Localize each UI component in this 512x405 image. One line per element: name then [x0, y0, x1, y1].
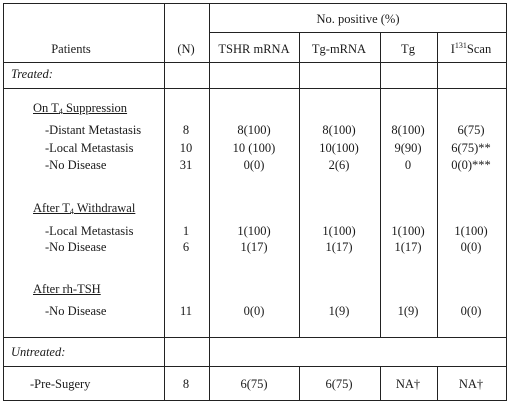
- cell-n: 1: [182, 224, 190, 238]
- section-on-t4-suppression: On T4 Suppression: [33, 101, 128, 116]
- col-rule-tgmrna: [299, 88, 300, 337]
- col-rule-n: [164, 88, 165, 401]
- section-after-rh-tsh: After rh-TSH: [33, 282, 101, 296]
- cell-tg-mrna: 10(100): [319, 141, 359, 155]
- cell-tshr: 1(100): [237, 224, 271, 238]
- results-table: [3, 3, 507, 401]
- header-rule: [3, 62, 507, 63]
- col-rule-tshr-header: [209, 3, 210, 88]
- treated-rule: [3, 88, 507, 89]
- col-header-n: (N): [177, 42, 195, 56]
- cell-tg: 9(90): [394, 141, 422, 155]
- cell-n: 31: [179, 158, 193, 172]
- row-label: -No Disease: [45, 240, 107, 254]
- cell-tshr: 10 (100): [232, 141, 276, 155]
- cell-tg: 8(100): [391, 123, 425, 137]
- cell-tg-mrna: 1(9): [328, 304, 350, 318]
- col-header-tg-mrna: Tg-mRNA: [311, 42, 367, 56]
- section-treated: Treated:: [11, 67, 53, 81]
- col-rule-tgmrna-bottom: [299, 366, 300, 401]
- cell-scan: 6(75)**: [451, 141, 491, 155]
- col-rule-scan-bottom: [437, 366, 438, 401]
- cell-scan: 0(0)***: [451, 158, 491, 172]
- col-header-patients: Patients: [51, 42, 91, 56]
- row-label: -No Disease: [45, 158, 107, 172]
- cell-tshr: 0(0): [243, 158, 265, 172]
- section-after-t4-withdrawal: After T4 Withdrawal: [33, 201, 136, 216]
- cell-n: 6: [182, 240, 190, 254]
- cell-tshr: 1(17): [240, 240, 268, 254]
- cell-tshr: 8(100): [237, 123, 271, 137]
- section-untreated: Untreated:: [11, 345, 66, 359]
- col-header-scan: I131Scan: [450, 41, 492, 57]
- cell-tg: NA†: [395, 377, 421, 391]
- col-rule-scan: [437, 88, 438, 337]
- cell-tg-mrna: 6(75): [325, 377, 353, 391]
- col-rule-tg-header: [380, 32, 381, 88]
- cell-tg-mrna: 2(6): [328, 158, 350, 172]
- cell-n: 8: [182, 123, 190, 137]
- cell-scan: 6(75): [457, 123, 485, 137]
- cell-scan: 0(0): [460, 304, 482, 318]
- cell-scan: 0(0): [460, 240, 482, 254]
- col-rule-tg-bottom: [380, 366, 381, 401]
- cell-tshr: 0(0): [243, 304, 265, 318]
- cell-scan: NA†: [458, 377, 484, 391]
- cell-scan: 1(100): [454, 224, 488, 238]
- col-header-tg: Tg: [401, 42, 415, 56]
- cell-tg: 1(17): [394, 240, 422, 254]
- row-label: -Distant Metastasis: [45, 123, 142, 137]
- cell-tg-mrna: 1(17): [325, 240, 353, 254]
- untreated-rule: [3, 366, 507, 367]
- col-header-tshr: TSHR mRNA: [218, 42, 290, 56]
- row-label: -Pre-Sugery: [30, 377, 91, 391]
- row-label: -Local Metastasis: [45, 141, 134, 155]
- row-label: -No Disease: [45, 304, 107, 318]
- cell-n: 10: [179, 141, 193, 155]
- cell-tg: 1(100): [391, 224, 425, 238]
- cell-n: 8: [182, 377, 190, 391]
- col-rule-tg: [380, 88, 381, 337]
- cell-n: 11: [179, 304, 193, 318]
- group-header-rule: [209, 32, 507, 33]
- cell-tshr: 6(75): [240, 377, 268, 391]
- row-label: -Local Metastasis: [45, 224, 134, 238]
- cell-tg-mrna: 8(100): [322, 123, 356, 137]
- col-rule-tshr: [209, 88, 210, 401]
- col-rule-tgmrna-header: [299, 32, 300, 88]
- untreated-top-rule: [3, 337, 507, 338]
- cell-tg: 0: [404, 158, 412, 172]
- col-rule-scan-header: [437, 32, 438, 88]
- cell-tg-mrna: 1(100): [322, 224, 356, 238]
- col-rule-n-header: [164, 3, 165, 88]
- cell-tg: 1(9): [397, 304, 419, 318]
- group-header-label: No. positive (%): [316, 12, 400, 26]
